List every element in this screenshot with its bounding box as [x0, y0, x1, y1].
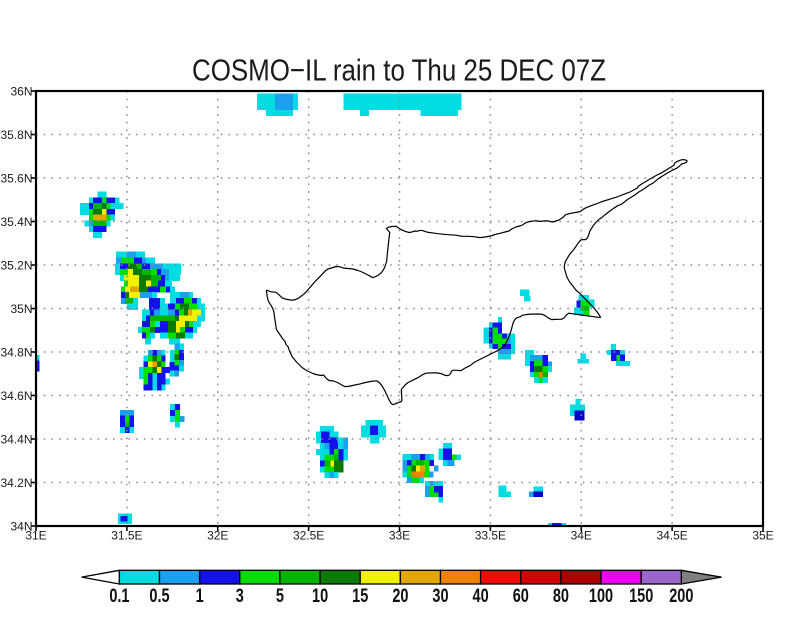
svg-text:35E: 35E [752, 529, 773, 543]
svg-text:30: 30 [432, 585, 448, 606]
svg-text:35.6N: 35.6N [0, 171, 32, 185]
svg-text:34E: 34E [571, 529, 592, 543]
svg-text:20: 20 [392, 585, 408, 606]
svg-text:31E: 31E [25, 529, 46, 543]
svg-text:35N: 35N [10, 302, 32, 316]
svg-text:5: 5 [276, 585, 284, 606]
svg-text:33E: 33E [389, 529, 410, 543]
svg-text:31.5E: 31.5E [111, 529, 142, 543]
svg-text:32E: 32E [207, 529, 228, 543]
svg-text:32.5E: 32.5E [293, 529, 324, 543]
svg-text:33.5E: 33.5E [475, 529, 506, 543]
svg-text:3: 3 [236, 585, 244, 606]
svg-text:15: 15 [352, 585, 368, 606]
svg-text:34N: 34N [10, 519, 32, 533]
svg-text:10: 10 [312, 585, 328, 606]
svg-text:1: 1 [196, 585, 204, 606]
svg-text:COSMO−IL rain to Thu 25 DEC 07: COSMO−IL rain to Thu 25 DEC 07Z [192, 53, 606, 88]
svg-text:36N: 36N [10, 84, 32, 98]
svg-text:200: 200 [669, 585, 693, 606]
svg-text:100: 100 [589, 585, 613, 606]
svg-text:34.2N: 34.2N [0, 476, 32, 490]
svg-text:80: 80 [553, 585, 569, 606]
svg-text:40: 40 [473, 585, 489, 606]
svg-text:0.1: 0.1 [109, 585, 129, 606]
svg-text:34.5E: 34.5E [656, 529, 687, 543]
svg-text:34.4N: 34.4N [0, 432, 32, 446]
svg-text:0.5: 0.5 [149, 585, 169, 606]
svg-text:34.8N: 34.8N [0, 345, 32, 359]
svg-text:60: 60 [513, 585, 529, 606]
svg-text:35.4N: 35.4N [0, 215, 32, 229]
svg-text:35.8N: 35.8N [0, 128, 32, 142]
svg-text:150: 150 [629, 585, 653, 606]
svg-text:35.2N: 35.2N [0, 258, 32, 272]
svg-text:34.6N: 34.6N [0, 389, 32, 403]
